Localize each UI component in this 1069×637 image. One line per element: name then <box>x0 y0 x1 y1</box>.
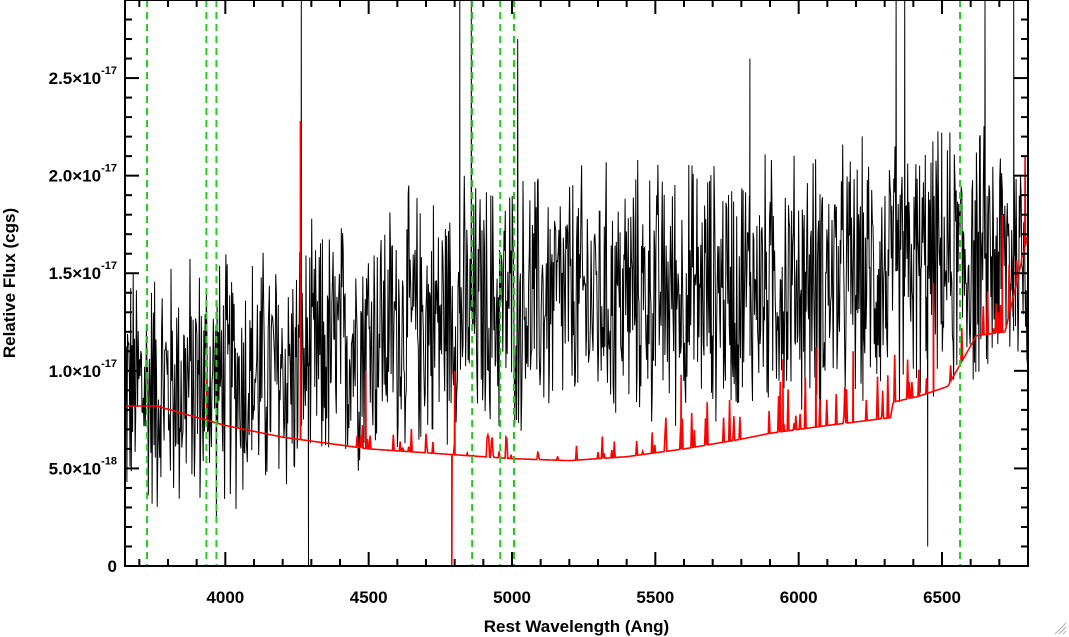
series-line <box>125 107 1028 566</box>
y-tick-label: 5.0×10-18 <box>49 455 117 478</box>
x-axis-label: Rest Wavelength (Ang) <box>484 617 669 636</box>
x-tick-label: 4000 <box>206 588 244 607</box>
x-tick-label: 6000 <box>780 588 818 607</box>
y-tick-label: 0 <box>108 557 117 576</box>
x-tick-label: 6500 <box>923 588 961 607</box>
y-axis-label: Relative Flux (cgs) <box>0 208 19 358</box>
reference-lines <box>146 0 962 566</box>
observed-spectrum-series <box>125 0 1028 566</box>
x-tick-label: 5000 <box>493 588 531 607</box>
series-line <box>125 0 1028 566</box>
plot-frame <box>124 0 1029 567</box>
resize-grip-icon[interactable] <box>1054 622 1067 635</box>
y-axis-ticks: 0 5.0×10-18 1.0×10-17 1.5×10-17 2.0×10-17 2.5… <box>49 0 1028 576</box>
x-tick-label: 5500 <box>636 588 674 607</box>
x-axis-ticks: 4000 4500 5000 5500 6000 6500 <box>138 0 1029 607</box>
y-tick-label: 2.0×10-17 <box>49 163 117 186</box>
y-tick-label: 1.5×10-17 <box>49 260 117 283</box>
series-layer <box>125 0 1028 566</box>
y-tick-label: 2.5×10-17 <box>49 65 117 88</box>
y-tick-label: 1.0×10-17 <box>49 358 117 381</box>
model-spectrum-series <box>125 107 1028 566</box>
x-tick-label: 4500 <box>350 588 388 607</box>
